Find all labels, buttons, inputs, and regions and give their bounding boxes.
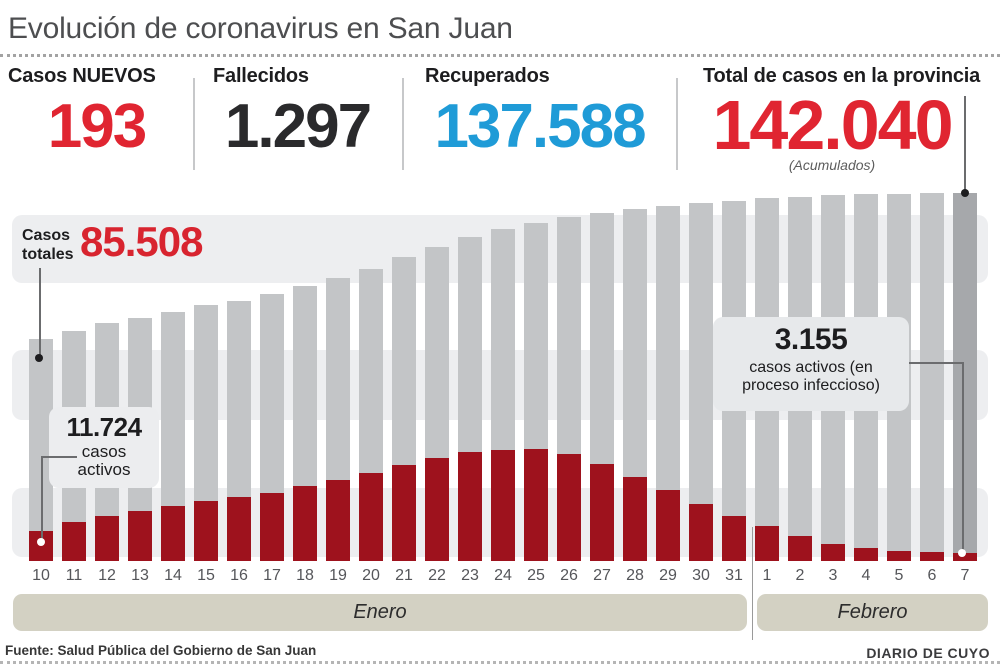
stat-value-fallecidos: 1.297 xyxy=(224,92,372,161)
month-band-febrero: Febrero xyxy=(757,594,988,631)
day-label: 20 xyxy=(362,567,380,584)
active-bar xyxy=(524,449,548,561)
stat-value-total: 142.040 xyxy=(712,86,953,164)
active-bar xyxy=(953,553,977,561)
active-bar xyxy=(722,516,746,561)
source-credit: Fuente: Salud Pública del Gobierno de Sa… xyxy=(5,643,317,658)
day-label: 11 xyxy=(65,567,83,584)
active-bar xyxy=(557,454,581,561)
active-bar xyxy=(590,464,614,561)
day-label: 23 xyxy=(461,567,479,584)
month-label-enero: Enero xyxy=(353,601,407,623)
day-label: 25 xyxy=(527,567,545,584)
active-bar xyxy=(425,458,449,561)
active-bar xyxy=(491,450,515,561)
active-bar xyxy=(920,552,944,561)
active-bar xyxy=(887,551,911,561)
active-bar xyxy=(392,465,416,561)
stat-label-recuperados: Recuperados xyxy=(425,65,550,87)
header-divider xyxy=(0,54,1000,57)
active-bar xyxy=(788,536,812,561)
day-label: 7 xyxy=(960,567,970,584)
stat-label-fallecidos: Fallecidos xyxy=(213,65,309,87)
day-label: 12 xyxy=(98,567,116,584)
annotation-activos-last: 3.155 casos activos (en proceso infeccio… xyxy=(713,317,909,411)
day-label: 31 xyxy=(725,567,743,584)
connector-line xyxy=(964,96,966,191)
data-point-marker xyxy=(37,538,45,546)
active-bar xyxy=(689,504,713,561)
connector-line xyxy=(909,362,964,554)
stat-value-recuperados: 137.588 xyxy=(434,92,646,161)
day-label: 10 xyxy=(32,567,50,584)
footer-divider xyxy=(0,661,1000,664)
page-title: Evolución de coronavirus en San Juan xyxy=(8,12,513,45)
active-bar xyxy=(293,486,317,561)
connector-line xyxy=(39,268,41,356)
active-bar xyxy=(458,452,482,561)
active-bar xyxy=(656,490,680,561)
active-bar xyxy=(260,493,284,561)
data-point-marker xyxy=(961,189,969,197)
day-label: 5 xyxy=(894,567,904,584)
day-label: 4 xyxy=(861,567,871,584)
stat-label-total: Total de casos en la provincia xyxy=(703,65,981,87)
day-label: 18 xyxy=(296,567,314,584)
active-bar xyxy=(755,526,779,561)
annotation-activos-first: 11.724 casos activos xyxy=(49,407,159,488)
day-label: 30 xyxy=(692,567,710,584)
day-label: 24 xyxy=(494,567,512,584)
active-bar xyxy=(623,477,647,561)
day-label: 21 xyxy=(395,567,413,584)
day-label: 15 xyxy=(197,567,215,584)
active-bar xyxy=(128,511,152,561)
total-bar xyxy=(953,193,977,561)
annotation-activos-last-label: casos activos (en proceso infeccioso) xyxy=(742,359,880,394)
day-label: 29 xyxy=(659,567,677,584)
active-bar xyxy=(326,480,350,561)
day-label: 28 xyxy=(626,567,644,584)
day-label: 1 xyxy=(762,567,772,584)
month-band-enero: Enero xyxy=(13,594,747,631)
day-label: 16 xyxy=(230,567,248,584)
annotation-casos-totales-value: 85.508 xyxy=(80,218,203,265)
stat-separator xyxy=(193,78,195,170)
data-point-marker xyxy=(35,354,43,362)
month-label-febrero: Febrero xyxy=(837,601,908,623)
day-label: 22 xyxy=(428,567,446,584)
connector-line xyxy=(41,456,77,544)
day-label: 3 xyxy=(828,567,838,584)
day-label: 14 xyxy=(164,567,182,584)
active-bar xyxy=(95,516,119,561)
stat-label-nuevos: Casos NUEVOS xyxy=(8,65,156,87)
active-bar xyxy=(227,497,251,561)
annotation-activos-last-value: 3.155 xyxy=(774,323,848,356)
active-bar xyxy=(359,473,383,561)
annotation-activos-first-label: casos activos xyxy=(77,442,131,479)
day-label: 19 xyxy=(329,567,347,584)
active-bar xyxy=(854,548,878,561)
data-point-marker xyxy=(958,549,966,557)
day-label: 27 xyxy=(593,567,611,584)
total-bar xyxy=(689,203,713,561)
day-label: 6 xyxy=(927,567,937,584)
annotation-activos-first-value: 11.724 xyxy=(66,412,142,442)
total-bar xyxy=(920,193,944,561)
stat-separator xyxy=(676,78,678,170)
active-bar xyxy=(161,506,185,561)
stat-separator xyxy=(402,78,404,170)
stat-value-nuevos: 193 xyxy=(47,92,147,161)
stat-note-acumulados: (Acumulados) xyxy=(788,157,876,173)
day-label: 13 xyxy=(131,567,149,584)
active-bar xyxy=(62,522,86,561)
day-label: 2 xyxy=(795,567,805,584)
active-bar xyxy=(194,501,218,561)
annotation-casos-totales-label: Casos totales xyxy=(22,227,74,263)
day-label: 17 xyxy=(263,567,281,584)
brand-logo: DIARIO DE CUYO xyxy=(866,645,990,661)
day-label: 26 xyxy=(560,567,578,584)
active-bar xyxy=(821,544,845,561)
month-separator-line xyxy=(752,527,753,640)
